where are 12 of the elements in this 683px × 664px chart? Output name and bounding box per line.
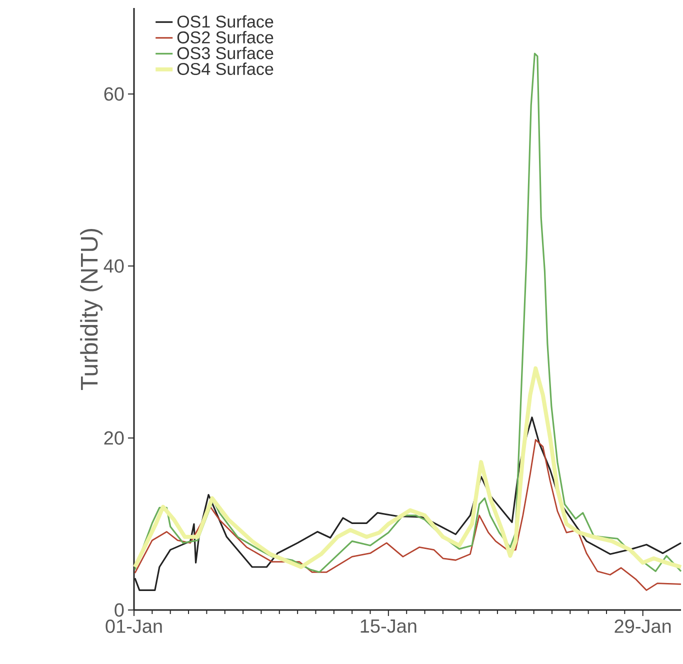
x-tick-label: 15-Jan: [360, 620, 416, 633]
legend-label: OS2 Surface: [177, 30, 274, 44]
y-tick-label: 20: [104, 431, 124, 445]
y-axis-title: Turbidity (NTU): [80, 228, 103, 390]
legend-label: OS3 Surface: [177, 46, 274, 60]
legend-label: OS1 Surface: [177, 15, 274, 28]
legend-label: OS4 Surface: [177, 62, 274, 76]
y-tick-label: 0: [114, 603, 124, 617]
y-tick-label: 60: [104, 87, 124, 101]
x-tick-label: 01-Jan: [106, 620, 162, 633]
x-tick-label: 29-Jan: [614, 620, 671, 633]
y-tick-label: 40: [104, 259, 124, 273]
